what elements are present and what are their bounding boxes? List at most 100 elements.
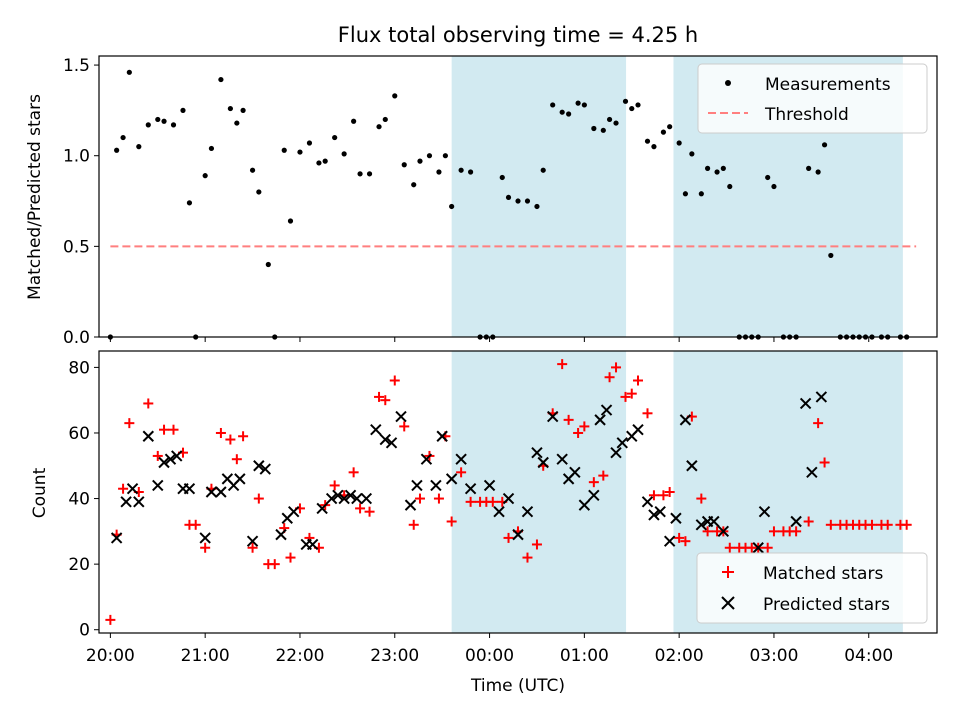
matched-star-point (374, 391, 385, 402)
predicted-star-point (199, 532, 211, 544)
predicted-star-point (483, 479, 496, 492)
measurement-point (227, 105, 233, 112)
measurement-point (524, 198, 531, 204)
matched-star-point (433, 493, 444, 504)
matched-star-point (648, 490, 659, 501)
measurement-point (202, 173, 208, 179)
measurement-point (771, 183, 777, 190)
top-panel: 0.0 0.5 1.0 1.5 Matched/Predicted stars Mea… (25, 55, 938, 348)
matched-star-point (124, 418, 135, 429)
legend-threshold-label: Threshold (764, 105, 849, 125)
predicted-star-point (686, 460, 698, 472)
measurement-point (704, 165, 711, 171)
measurement-point (265, 261, 271, 268)
bottom-xlabel: Time (UTC) (470, 676, 565, 696)
predicted-star-point (325, 492, 338, 505)
measurement-point (126, 69, 132, 75)
predicted-star-point (385, 437, 398, 449)
matched-star-point (408, 519, 419, 530)
matched-star-point (702, 526, 713, 537)
measurement-point (357, 171, 363, 177)
measurement-point (366, 171, 373, 177)
measurement-point (145, 122, 151, 128)
matched-star-point (399, 421, 410, 432)
legend-matched-label: Matched stars (763, 564, 883, 584)
xtick-label: 01:00 (560, 646, 609, 666)
matched-star-point (604, 372, 615, 383)
predicted-star-point (455, 453, 467, 465)
xtick-label: 23:00 (370, 646, 419, 666)
top-x-ticks (109, 337, 870, 342)
measurement-point (644, 138, 651, 144)
predicted-star-point (531, 446, 543, 459)
measurement-point (575, 100, 581, 106)
measurement-point (660, 129, 667, 135)
measurement-point (635, 102, 641, 108)
matched-star-point (598, 470, 609, 481)
predicted-star-point (641, 496, 654, 508)
xtick-label: 20:00 (86, 646, 135, 666)
chart-title: Flux total observing time = 4.25 h (338, 23, 698, 47)
predicted-star-point (569, 466, 581, 479)
measurement-point (622, 98, 629, 104)
legend-top: Measurements Threshold (697, 63, 928, 134)
measurement-point (376, 124, 382, 130)
xtick-label: 03:00 (749, 646, 798, 666)
predicted-star-point (493, 505, 505, 518)
predicted-star-point (133, 496, 145, 508)
matched-star-point (724, 542, 735, 553)
predicted-star-point (799, 397, 812, 410)
measurement-point (806, 165, 812, 171)
predicted-star-point (126, 483, 139, 495)
matched-star-point (658, 490, 669, 501)
measurement-point (208, 145, 215, 152)
predicted-star-point (578, 499, 591, 511)
predicted-star-point (521, 505, 534, 518)
matched-star-point (143, 398, 154, 409)
predicted-star-point (717, 525, 730, 538)
matched-star-point (168, 424, 179, 435)
predicted-star-point (616, 437, 628, 449)
measurement-point (114, 147, 120, 153)
bottom-plot-area (105, 359, 912, 625)
matched-star-point (215, 427, 226, 438)
predicted-star-point (411, 479, 423, 492)
matched-star-point (825, 519, 836, 530)
predicted-star-point (158, 456, 170, 469)
predicted-star-point (120, 496, 132, 508)
measurement-point (322, 158, 328, 164)
matched-star-point (531, 539, 542, 550)
matched-star-point (105, 614, 116, 625)
legend-predicted-label: Predicted stars (763, 595, 890, 615)
matched-star-point (803, 516, 814, 527)
predicted-star-point (360, 492, 373, 505)
measurement-point (581, 102, 587, 108)
measurement-point (218, 76, 224, 83)
measurement-point (426, 153, 433, 159)
measurement-point (332, 134, 338, 141)
matched-star-point (238, 431, 249, 442)
matched-star-point (620, 391, 631, 402)
measurement-point (676, 140, 682, 146)
predicted-star-point (183, 483, 196, 495)
bottom-ylabel: Count (30, 467, 50, 518)
predicted-star-point (512, 528, 524, 541)
predicted-star-point (110, 532, 123, 544)
measurement-point (720, 165, 726, 171)
predicted-star-point (259, 463, 271, 475)
bottom-ytick-label: 40 (68, 490, 90, 510)
predicted-star-point (670, 512, 682, 524)
matched-star-point (285, 552, 296, 563)
top-y-axis: 0.0 0.5 1.0 1.5 (63, 56, 99, 348)
measurement-point (382, 116, 388, 123)
matched-star-point (588, 477, 599, 488)
measurement-point (180, 107, 186, 113)
matched-star-point (563, 414, 574, 425)
measurement-point (449, 203, 455, 210)
measurement-point (155, 116, 161, 123)
matched-star-point (159, 424, 170, 435)
matched-star-point (465, 496, 476, 507)
matched-star-point (253, 493, 264, 504)
measurement-point (613, 120, 619, 126)
